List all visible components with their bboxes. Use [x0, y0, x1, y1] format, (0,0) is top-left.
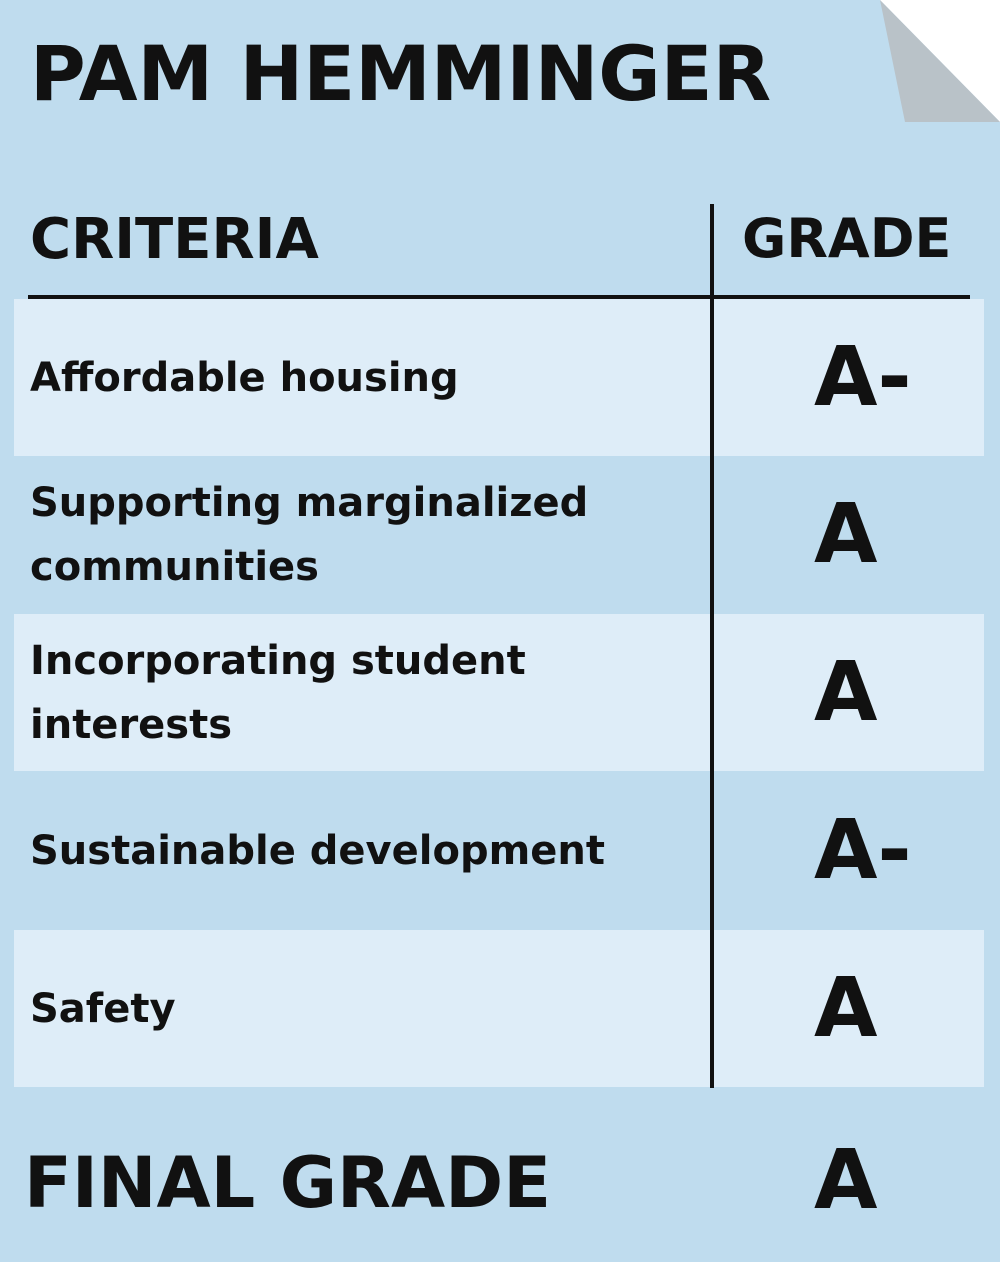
grade-cell: A — [814, 960, 878, 1056]
table-row: Incorporating student interests A — [14, 614, 984, 771]
header-divider — [28, 295, 970, 299]
table-row: Sustainable development A- — [14, 772, 984, 929]
candidate-name: PAM HEMMINGER — [30, 29, 772, 118]
criteria-header: CRITERIA — [30, 207, 319, 272]
table-row: Supporting marginalized communities A — [14, 456, 984, 613]
criteria-cell: Affordable housing — [30, 354, 459, 401]
grade-cell: A — [814, 644, 878, 740]
criteria-cell: Sustainable development — [30, 827, 605, 874]
column-divider — [710, 204, 714, 1088]
final-grade-value: A — [814, 1133, 878, 1228]
grade-cell: A — [814, 486, 878, 582]
criteria-cell: Supporting marginalized communities — [30, 479, 589, 590]
grade-cell: A- — [814, 329, 912, 425]
table-row: Affordable housing A- — [14, 299, 984, 456]
grade-cell: A- — [814, 802, 912, 898]
grade-header: GRADE — [742, 207, 952, 270]
final-grade-label: FINAL GRADE — [24, 1142, 552, 1224]
table-row: Safety A — [14, 930, 984, 1087]
criteria-cell: Incorporating student interests — [30, 637, 526, 748]
criteria-cell: Safety — [30, 985, 176, 1032]
